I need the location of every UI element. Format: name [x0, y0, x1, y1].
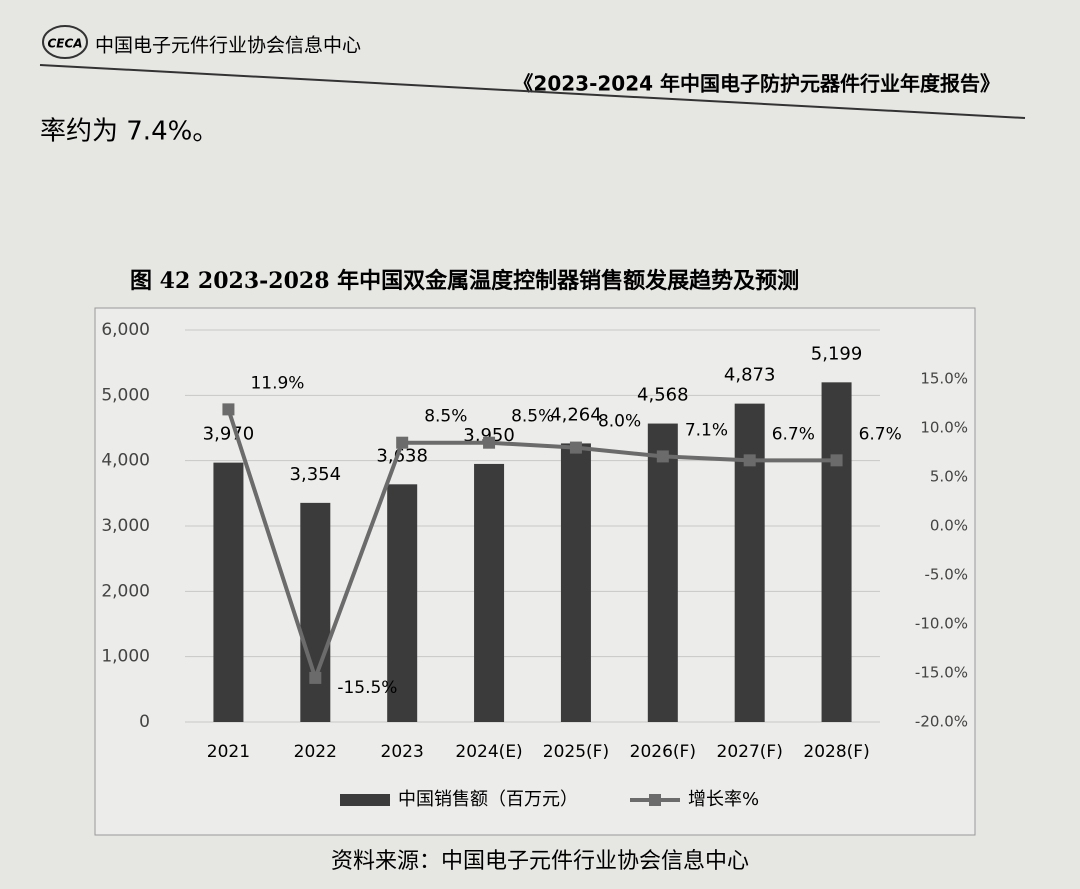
bar-label: 3,950: [463, 425, 515, 446]
y2-tick-label: 5.0%: [930, 468, 968, 486]
line-label: 6.7%: [859, 424, 902, 444]
bar: [821, 382, 852, 722]
figure-title: 图 42 2023-2028 年中国双金属温度控制器销售额发展趋势及预测: [130, 268, 799, 294]
bar-label: 5,199: [811, 343, 863, 364]
line: [226, 408, 837, 685]
y2-tick-label: 0.0%: [930, 517, 968, 535]
legend-label: 增长率%: [688, 789, 759, 810]
line-marker: [222, 403, 235, 416]
x-tick-label: 2023: [381, 742, 424, 762]
y2-tick-label: -15.0%: [915, 664, 968, 682]
y-tick-label: 1,000: [101, 647, 150, 667]
x-tick-label: 2025(F): [543, 742, 609, 762]
bar: [734, 403, 765, 722]
bar: [647, 423, 678, 722]
body-text: 率约为 7.4%。: [40, 117, 218, 147]
x-tick-label: 2028(F): [803, 742, 869, 762]
y2-tick-label: -5.0%: [924, 566, 968, 584]
line-marker: [483, 436, 496, 449]
line-label: 6.7%: [772, 424, 815, 444]
y-tick-label: 4,000: [101, 451, 150, 471]
source: 资料来源：中国电子元件行业协会信息中心: [331, 849, 749, 874]
y-tick-label: 6,000: [101, 320, 150, 340]
line-label: 8.5%: [511, 407, 554, 427]
logo-ring: [42, 25, 88, 59]
bar: [213, 462, 244, 722]
header-rule: [39, 64, 1026, 119]
line-label: 8.0%: [598, 412, 641, 432]
legend-label: 中国销售额（百万元）: [398, 789, 578, 810]
bar-label: 4,568: [637, 385, 689, 406]
x-tick-label: 2027(F): [717, 742, 783, 762]
y-tick-label: 3,000: [101, 516, 150, 536]
bar: [474, 463, 505, 722]
bar-label: 4,873: [724, 365, 776, 386]
y2-tick-label: 10.0%: [920, 419, 968, 437]
y-tick-label: 5,000: [101, 385, 150, 405]
x-tick-label: 2022: [294, 742, 337, 762]
bar: [300, 502, 331, 722]
line-marker: [569, 441, 582, 454]
line-label: 8.5%: [424, 407, 467, 427]
legend-swatch-marker: [649, 794, 661, 806]
bar-label: 3,638: [376, 445, 428, 466]
header-report: 《2023-2024 年中国电子防护元器件行业年度报告》: [513, 72, 1000, 96]
line-marker: [743, 454, 756, 467]
y-tick-label: 0: [139, 712, 150, 732]
bar: [387, 484, 418, 722]
line-marker: [309, 671, 322, 684]
bar: [560, 443, 591, 722]
line-marker: [656, 450, 669, 463]
line-marker: [830, 454, 843, 467]
y-tick-label: 2,000: [101, 581, 150, 601]
x-tick-label: 2026(F): [630, 742, 696, 762]
header-org: 中国电子元件行业协会信息中心: [95, 35, 361, 57]
y2-tick-label: 15.0%: [920, 370, 968, 388]
x-tick-label: 2021: [207, 742, 250, 762]
legend-swatch: [340, 794, 390, 806]
bar-label: 3,354: [290, 464, 342, 485]
line-label: 7.1%: [685, 420, 728, 440]
bar-label: 4,264: [550, 404, 602, 425]
logo: CECA: [47, 37, 82, 51]
line-label: -15.5%: [337, 678, 397, 698]
x-tick-label: 2024(E): [455, 742, 522, 762]
line-marker: [396, 436, 409, 449]
bar-label: 3,970: [203, 424, 255, 445]
line-label: 11.9%: [250, 373, 304, 393]
y2-tick-label: -10.0%: [915, 615, 968, 633]
y2-tick-label: -20.0%: [915, 713, 968, 731]
